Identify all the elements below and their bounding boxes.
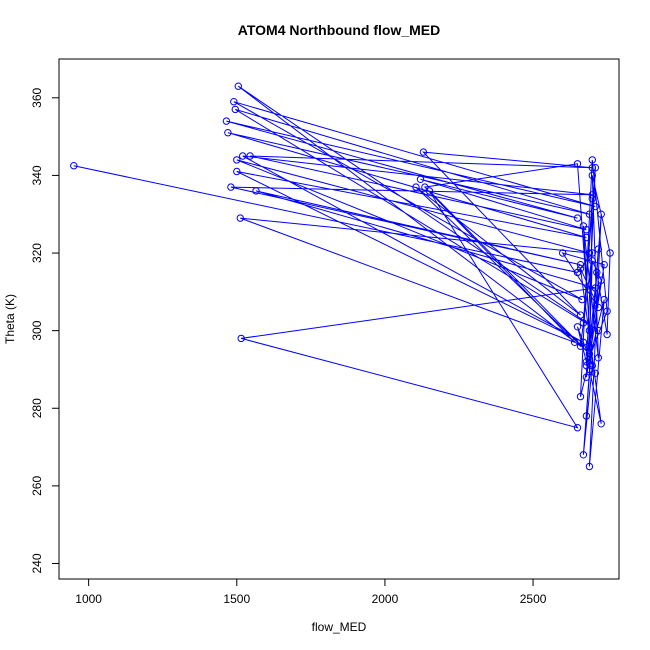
y-axis-label: Theta (K) (3, 294, 17, 344)
data-point (600, 261, 608, 269)
x-axis: 1000 1500 2000 2500 (75, 578, 547, 606)
data-point (582, 373, 591, 381)
y-tick-label: 240 (30, 553, 44, 573)
data-point (600, 295, 608, 304)
x-tick-label: 1000 (75, 592, 102, 606)
data-point (573, 424, 582, 432)
data-point (588, 191, 596, 199)
data-point (594, 303, 602, 312)
data-point (579, 222, 588, 230)
data-point (230, 98, 238, 106)
data-point (579, 319, 588, 327)
data-point (239, 152, 247, 160)
data-point (582, 358, 591, 366)
data-point (585, 249, 594, 257)
y-tick-label: 320 (30, 243, 44, 263)
chart-title: ATOM4 Northbound flow_MED (238, 22, 440, 38)
data-point (236, 214, 245, 222)
data-point (573, 160, 582, 168)
data-point (576, 264, 585, 273)
data-point (576, 261, 585, 269)
data-point (227, 183, 235, 191)
data-point (231, 105, 240, 114)
data-point (573, 214, 582, 222)
data-point (603, 330, 611, 339)
x-tick-label: 2500 (520, 592, 547, 606)
y-tick-label: 340 (30, 165, 44, 185)
data-point (416, 175, 425, 184)
x-axis-label: flow_MED (312, 620, 367, 634)
data-point (594, 245, 602, 253)
data-point (585, 326, 594, 335)
data-point (588, 164, 596, 172)
data-point (597, 420, 605, 428)
data-point (591, 164, 599, 172)
data-point (603, 307, 611, 315)
data-point (585, 342, 594, 350)
data-point (606, 249, 614, 257)
y-tick-label: 300 (30, 320, 44, 340)
data-point (585, 350, 594, 358)
data-point (585, 210, 594, 218)
data-point (237, 334, 245, 343)
data-point (425, 187, 434, 195)
data-point (559, 249, 567, 257)
x-tick-label: 2000 (372, 592, 399, 606)
data-point (588, 156, 596, 164)
data-point (570, 338, 579, 346)
data-point (593, 268, 601, 277)
data-point (582, 412, 591, 420)
data-point (234, 82, 243, 90)
data-point (591, 202, 599, 211)
y-tick-label: 260 (30, 476, 44, 496)
data-point (591, 369, 599, 377)
data-point (233, 156, 241, 164)
data-point (585, 365, 594, 374)
data-point (588, 257, 596, 265)
data-point (588, 249, 596, 257)
data-point (597, 276, 605, 284)
data-point (597, 210, 605, 218)
data-point (70, 162, 78, 170)
data-point (588, 195, 596, 203)
data-point (579, 338, 588, 346)
series-layer (70, 82, 614, 471)
data-point (412, 183, 420, 191)
data-point (573, 323, 582, 331)
data-point (246, 152, 254, 160)
data-point (578, 295, 586, 304)
x-tick-label: 1500 (223, 592, 250, 606)
data-point (582, 233, 591, 242)
y-tick-label: 360 (30, 87, 44, 107)
data-point (594, 354, 602, 362)
data-point (419, 148, 428, 156)
data-point (252, 187, 260, 195)
data-point (233, 167, 241, 176)
y-axis: 240 260 280 300 320 340 360 (30, 87, 60, 573)
series-line (73, 85, 611, 467)
data-point (585, 462, 594, 471)
data-point (222, 117, 231, 125)
data-point (588, 171, 596, 180)
data-point (576, 392, 585, 401)
data-point (579, 451, 588, 459)
y-tick-label: 280 (30, 398, 44, 418)
data-point (576, 311, 585, 319)
data-point (421, 183, 429, 191)
data-point (224, 129, 232, 137)
data-point (591, 284, 599, 292)
data-point (594, 326, 602, 335)
